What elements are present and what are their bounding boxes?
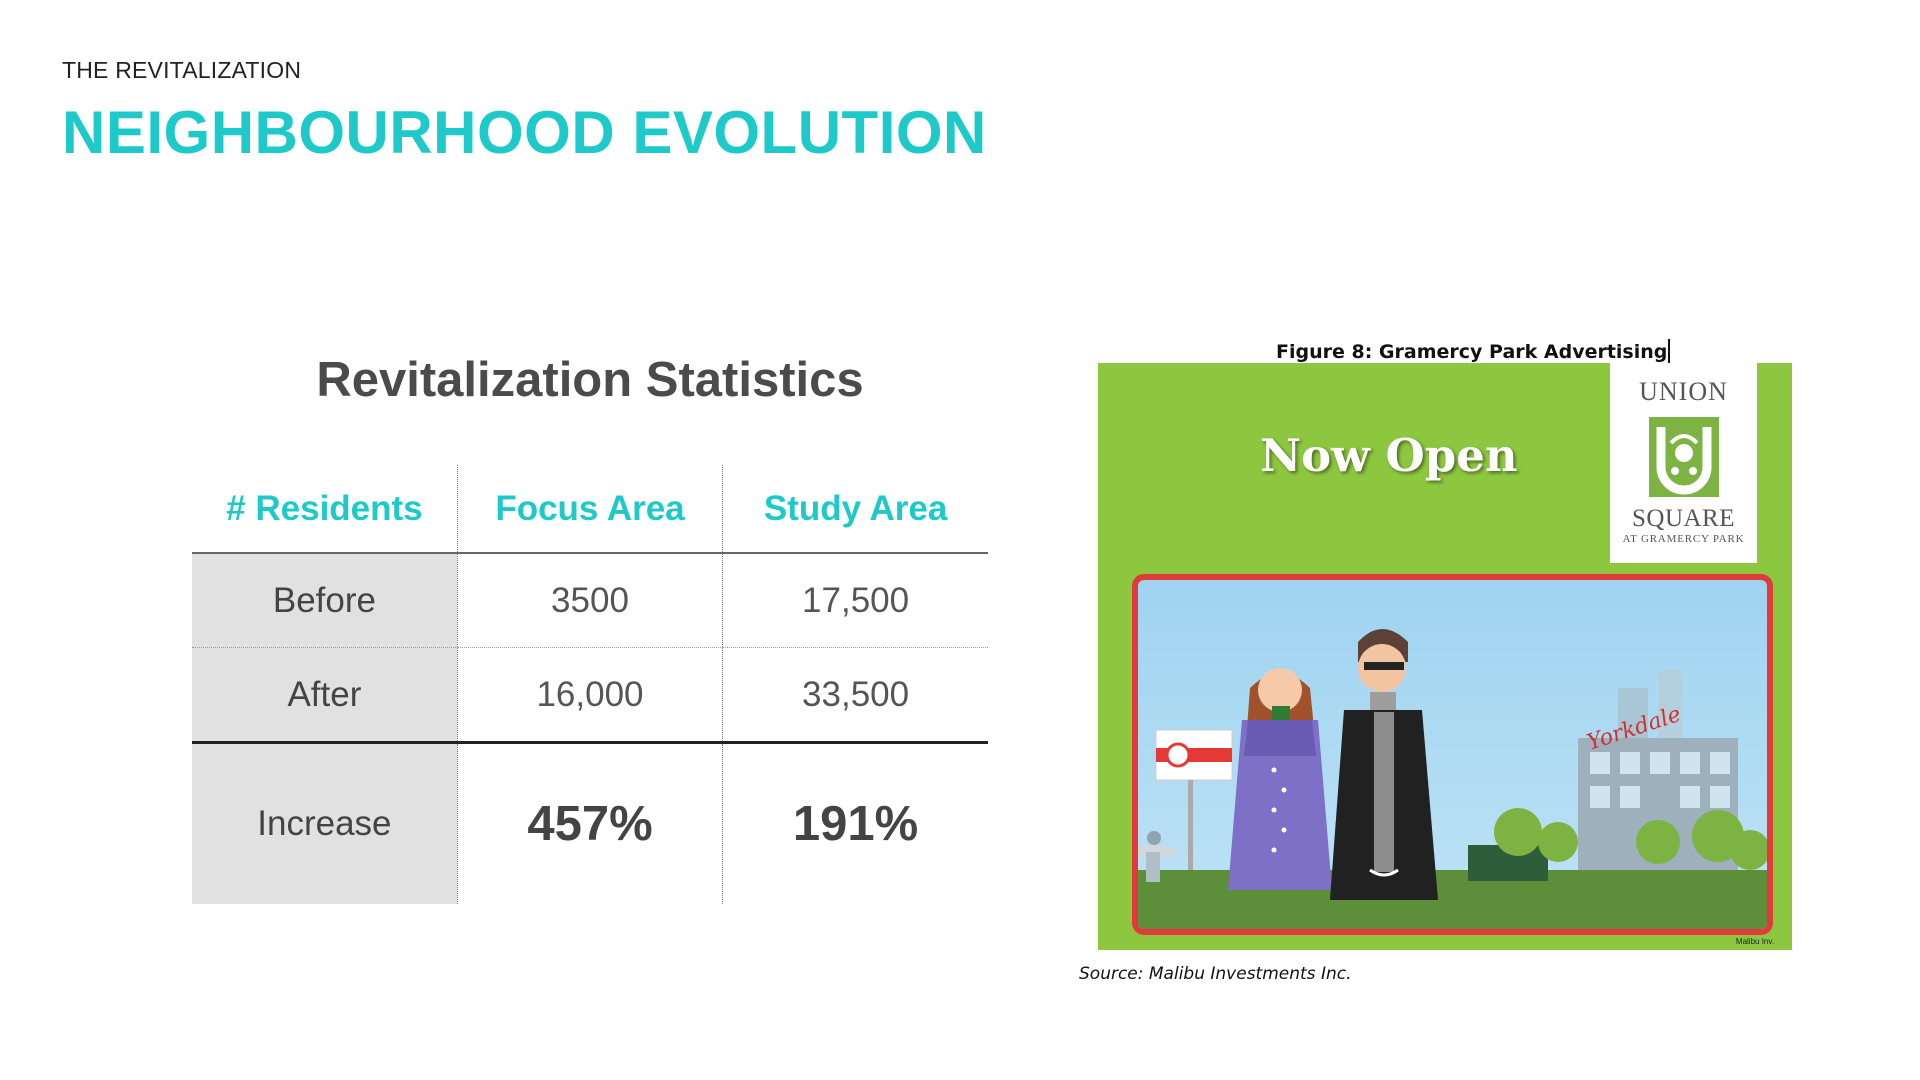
text-cursor [1668, 339, 1670, 363]
column-header-residents: # Residents [192, 465, 458, 554]
figure-source: Source: Malibu Investments Inc. [1079, 964, 1352, 984]
stats-table: # Residents Focus Area Study Area Before… [192, 465, 988, 904]
focus-area-increase: 457% [456, 742, 723, 904]
table-row-increase: Increase 457% 191% [192, 742, 988, 904]
focus-area-value: 3500 [456, 553, 723, 648]
row-label: Increase [192, 742, 458, 904]
column-header-study-area: Study Area [722, 465, 988, 554]
column-header-focus-area: Focus Area [456, 465, 723, 554]
study-area-value: 17,500 [722, 553, 988, 648]
stats-heading: Revitalization Statistics [316, 353, 864, 407]
study-area-increase: 191% [722, 742, 988, 904]
table-row-before: Before 3500 17,500 [192, 553, 988, 648]
slide-eyebrow: THE REVITALIZATION [62, 57, 302, 83]
focus-area-value: 16,000 [456, 647, 723, 744]
figure-caption: Figure 8: Gramercy Park Advertising [1276, 339, 1670, 363]
ad-illustration: Yorkdale [1132, 574, 1773, 935]
ad-headline: Now Open [1260, 429, 1518, 482]
logo-line-square: SQUARE [1631, 505, 1735, 532]
figure-caption-text: Figure 8: Gramercy Park Advertising [1276, 341, 1668, 363]
illustration-drawing: Yorkdale [1138, 629, 1767, 929]
slide-title: NEIGHBOURHOOD EVOLUTION [62, 99, 987, 166]
study-area-value: 33,500 [722, 647, 988, 744]
logo-line-gramercy: AT GRAMERCY PARK [1622, 533, 1745, 545]
table-row-after: After 16,000 33,500 [192, 647, 988, 744]
ad-footer-mark: Malibu Inv. [1735, 937, 1774, 946]
logo-line-union: UNION [1639, 377, 1728, 406]
table-header-row: # Residents Focus Area Study Area [192, 465, 988, 554]
logo-emblem-icon [1648, 417, 1719, 497]
advertisement-image: Now Open UNION SQUARE AT GRAMERCY PARK [1098, 363, 1792, 950]
row-label: Before [192, 553, 458, 648]
row-label: After [192, 647, 458, 744]
union-square-logo: UNION SQUARE AT GRAMERCY PARK [1610, 363, 1757, 563]
